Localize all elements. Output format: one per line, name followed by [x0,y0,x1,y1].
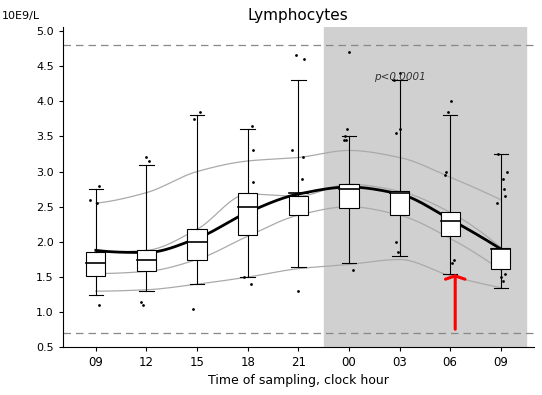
Bar [86,252,106,276]
Bar [238,193,257,235]
Bar [339,184,359,208]
Bar [390,191,409,215]
Point [300,56,308,62]
Text: 10E9/L: 10E9/L [2,11,40,21]
Point [449,256,458,263]
Point [396,126,404,132]
Point [299,154,307,161]
Point [138,302,147,308]
Point [396,70,404,76]
Point [448,260,456,266]
Point [493,200,501,206]
Point [288,147,296,154]
Point [441,172,449,178]
Bar [491,248,511,269]
Point [390,77,398,83]
Point [190,116,198,122]
Point [189,306,197,312]
Point [240,274,249,280]
Point [294,288,303,294]
Bar [441,213,460,236]
Point [342,137,351,143]
Bar [324,27,526,348]
Point [249,147,258,154]
Point [145,158,153,164]
Point [442,168,451,175]
Point [339,137,348,143]
Point [345,49,353,55]
Point [249,179,257,185]
X-axis label: Time of sampling, clock hour: Time of sampling, clock hour [208,374,389,387]
Point [136,299,145,305]
Point [501,271,509,277]
Point [86,197,94,203]
Point [297,175,306,182]
Text: p<0.0001: p<0.0001 [374,72,426,82]
Point [496,274,505,280]
Point [502,168,511,175]
Point [247,281,255,287]
Bar [188,229,207,260]
Point [343,126,352,132]
Point [393,249,402,256]
Point [446,98,455,104]
Point [93,200,102,206]
Point [499,175,507,182]
Point [94,182,103,189]
Point [500,186,508,192]
Title: Lymphocytes: Lymphocytes [248,8,349,23]
Point [95,302,104,308]
Point [392,130,401,136]
Point [501,193,509,199]
Point [498,277,507,284]
Point [292,52,300,58]
Point [349,267,358,273]
Bar [137,250,156,271]
Point [392,239,401,245]
Point [247,122,256,129]
Point [443,109,452,115]
Point [196,109,204,115]
Bar [289,196,308,215]
Point [341,133,350,139]
Point [493,151,502,157]
Point [141,154,150,161]
